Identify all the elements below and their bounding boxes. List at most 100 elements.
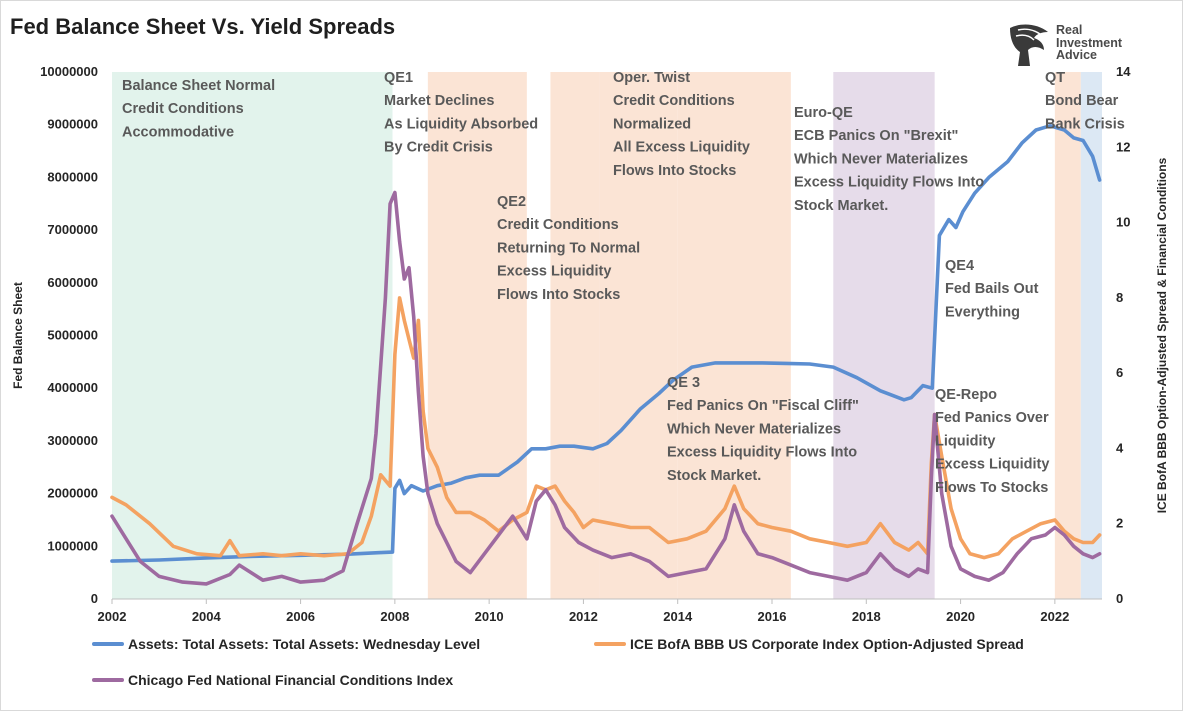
x-tick-label-2022: 2022 [1040, 609, 1069, 624]
x-tick-label-2006: 2006 [286, 609, 315, 624]
annotation-0-line-1: Credit Conditions [122, 101, 244, 117]
annotation-1-line-3: By Credit Crisis [384, 140, 493, 156]
legend-label-bbb-spread: ICE BofA BBB US Corporate Index Option-A… [630, 636, 1024, 652]
y-left-tick-label-2000000: 2000000 [47, 486, 98, 501]
annotation-8-line-1: Bond Bear [1045, 93, 1119, 109]
legend-item-bbb-spread: ICE BofA BBB US Corporate Index Option-A… [594, 636, 1024, 652]
y-right-tick-label-14: 14 [1116, 64, 1131, 79]
shaded-region-8 [1054, 72, 1081, 599]
annotation-4-line-3: Excess Liquidity Flows Into [667, 445, 857, 461]
y-right-axis-title: ICE BofA BBB Option-Adjusted Spread & Fi… [1155, 157, 1169, 513]
annotation-7-line-3: Excess Liquidity [935, 457, 1049, 473]
y-left-tick-label-1000000: 1000000 [47, 538, 98, 553]
x-tick-label-2014: 2014 [663, 609, 693, 624]
annotation-7-line-1: Fed Panics Over [935, 410, 1049, 426]
legend-swatch-bbb-spread [594, 642, 626, 646]
annotation-5-line-4: Stock Market. [794, 198, 888, 214]
y-right-tick-label-4: 4 [1116, 440, 1124, 455]
series-lines [110, 124, 1102, 586]
annotation-3-line-2: Returning To Normal [497, 240, 640, 256]
annotation-6-line-1: Fed Bails Out [945, 281, 1039, 297]
series-line-1 [110, 296, 1102, 560]
annotation-2-line-2: Normalized [613, 116, 691, 132]
brand-logo: Real Investment Advice [1004, 22, 1144, 70]
y-left-tick-label-4000000: 4000000 [47, 380, 98, 395]
annotation-4-line-0: QE 3 [667, 375, 700, 391]
shaded-regions [112, 72, 1102, 599]
annotation-8-line-2: Bank Crisis [1045, 116, 1125, 132]
annotation-2-line-1: Credit Conditions [613, 93, 735, 109]
region-annotations: Balance Sheet Normal Credit Conditions Acc… [122, 70, 1125, 496]
shaded-region-3 [599, 72, 678, 599]
series-line-0 [110, 124, 1102, 563]
annotation-3-line-3: Excess Liquidity [497, 264, 611, 280]
x-tick-label-2018: 2018 [852, 609, 881, 624]
legend-swatch-nfci [92, 678, 124, 682]
y-left-tick-label-3000000: 3000000 [47, 433, 98, 448]
y-left-tick-label-8000000: 8000000 [47, 169, 98, 184]
y-right-tick-label-12: 12 [1116, 139, 1130, 154]
annotation-3-line-1: Credit Conditions [497, 217, 619, 233]
x-tick-label-2010: 2010 [475, 609, 504, 624]
x-tick-label-2016: 2016 [758, 609, 787, 624]
logo-line-2: Investment [1056, 35, 1122, 50]
legend-label-nfci: Chicago Fed National Financial Condition… [128, 672, 454, 688]
x-tick-label-2008: 2008 [380, 609, 409, 624]
annotation-7-line-0: QE-Repo [935, 387, 997, 403]
annotation-4-line-1: Fed Panics On "Fiscal Cliff" [667, 398, 859, 414]
eagle-logo-icon [1010, 24, 1048, 66]
x-tick-label-2002: 2002 [98, 609, 127, 624]
y-left-tick-label-10000000: 10000000 [40, 64, 98, 79]
annotation-5-line-1: ECB Panics On "Brexit" [794, 128, 958, 144]
y-right-tick-label-6: 6 [1116, 365, 1123, 380]
legend-item-nfci: Chicago Fed National Financial Condition… [92, 672, 453, 688]
y-right-tick-label-2: 2 [1116, 516, 1123, 531]
logo-line-1: Real [1056, 23, 1083, 37]
y-left-axis-title: Fed Balance Sheet [11, 282, 25, 389]
annotation-1-line-2: As Liquidity Absorbed [384, 116, 538, 132]
annotation-8-line-0: QT [1045, 70, 1065, 86]
x-tick-label-2004: 2004 [192, 609, 222, 624]
annotation-7-line-4: Flows To Stocks [935, 480, 1048, 496]
shaded-region-1 [427, 72, 527, 599]
legend: Assets: Total Assets: Total Assets: Wedn… [92, 636, 1152, 696]
annotation-3-line-0: QE2 [497, 194, 526, 210]
y-right-tick-label-10: 10 [1116, 215, 1130, 230]
y-left-tick-label-0: 0 [91, 591, 98, 606]
x-tick-label-2012: 2012 [569, 609, 598, 624]
y-left-tick-label-6000000: 6000000 [47, 275, 98, 290]
annotation-4-line-4: Stock Market. [667, 468, 761, 484]
y-left-tick-label-5000000: 5000000 [47, 328, 98, 343]
y-right-tick-label-0: 0 [1116, 591, 1123, 606]
shaded-region-9 [1080, 72, 1102, 599]
annotation-1-line-0: QE1 [384, 70, 413, 86]
annotation-5-line-0: Euro-QE [794, 105, 853, 121]
x-tick-label-2020: 2020 [946, 609, 975, 624]
annotation-5-line-2: Which Never Materializes [794, 151, 968, 167]
annotation-5-line-3: Excess Liquidity Flows Into [794, 175, 984, 191]
legend-item-assets: Assets: Total Assets: Total Assets: Wedn… [92, 636, 480, 652]
annotation-2-line-0: Oper. Twist [613, 70, 690, 86]
chart-title: Fed Balance Sheet Vs. Yield Spreads [10, 14, 396, 39]
annotation-6-line-0: QE4 [945, 258, 974, 274]
annotation-3-line-4: Flows Into Stocks [497, 287, 620, 303]
logo-line-3: Advice [1056, 48, 1097, 62]
annotation-2-line-4: Flows Into Stocks [613, 163, 736, 179]
legend-label-assets: Assets: Total Assets: Total Assets: Wedn… [128, 636, 481, 652]
series-line-2 [110, 190, 1102, 586]
y-left-tick-label-7000000: 7000000 [47, 222, 98, 237]
shaded-region-5 [833, 72, 935, 599]
annotation-0-line-0: Balance Sheet Normal [122, 78, 275, 94]
axes: 2002 2004 2006 2008 2010 2012 2014 2016 2018 2020… [11, 64, 1169, 624]
annotation-0-line-2: Accommodative [122, 124, 234, 140]
y-left-tick-label-9000000: 9000000 [47, 117, 98, 132]
y-right-tick-label-8: 8 [1116, 290, 1123, 305]
annotation-7-line-2: Liquidity [935, 433, 995, 449]
legend-swatch-assets [92, 642, 124, 646]
shaded-region-0 [112, 72, 393, 599]
annotation-4-line-2: Which Never Materializes [667, 421, 841, 437]
annotation-6-line-2: Everything [945, 304, 1020, 320]
annotation-1-line-1: Market Declines [384, 93, 494, 109]
annotation-2-line-3: All Excess Liquidity [613, 140, 750, 156]
